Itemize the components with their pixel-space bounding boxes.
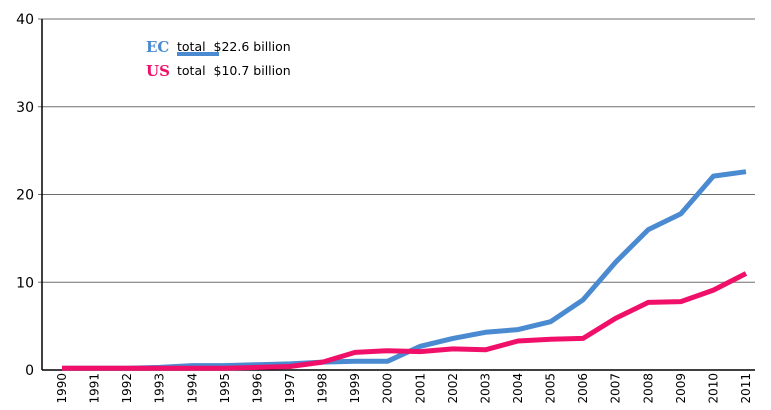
legend: EC total $22.6 billion US total $10.7 bi…	[146, 38, 291, 80]
x-tick-label: 1995	[218, 373, 232, 404]
x-tick-label: 1994	[185, 373, 199, 404]
y-tick-label: 40	[16, 12, 34, 28]
x-tick-label: 2004	[511, 373, 525, 404]
x-tick-label: 1998	[316, 373, 330, 404]
legend-key-us: US	[146, 62, 170, 80]
x-tick-label: 1993	[153, 373, 167, 404]
x-tick-label: 2007	[609, 373, 623, 404]
series-line-us	[62, 271, 748, 371]
y-axis-ticks: 0 10 20 30 40	[16, 12, 34, 379]
x-axis-ticks: 1990 1991 1992 1993 1994 1995 1996 1997 1998 1999…	[55, 373, 753, 404]
legend-key-ec: EC	[146, 38, 169, 56]
y-tick-label: 30	[16, 100, 34, 116]
x-tick-label: 1997	[283, 373, 297, 404]
x-tick-label: 2005	[544, 373, 558, 404]
series-line-ec	[62, 169, 747, 371]
series-lines	[61, 169, 748, 371]
x-tick-label: 2011	[739, 373, 753, 404]
x-tick-label: 2003	[478, 373, 492, 404]
x-tick-label: 2001	[413, 373, 427, 404]
x-tick-label: 1999	[348, 373, 362, 404]
x-tick-label: 2000	[381, 373, 395, 404]
x-tick-label: 1992	[120, 373, 134, 404]
x-tick-label: 2006	[576, 373, 590, 404]
legend-item-us: US total $10.7 billion	[146, 62, 291, 80]
y-tick-label: 0	[25, 363, 34, 379]
x-tick-label: 2008	[641, 373, 655, 404]
y-tick-label: 10	[16, 275, 34, 291]
x-tick-label: 1991	[88, 373, 102, 404]
gridlines	[38, 18, 755, 283]
legend-label-ec: total $22.6 billion	[177, 39, 291, 54]
x-tick-label: 2009	[674, 373, 688, 404]
y-tick-label: 20	[16, 188, 34, 204]
legend-item-ec: EC total $22.6 billion	[146, 38, 291, 56]
x-tick-label: 1996	[250, 373, 264, 404]
legend-label-us: total $10.7 billion	[177, 63, 291, 78]
x-tick-label: 2010	[706, 373, 720, 404]
x-tick-label: 2002	[446, 373, 460, 404]
x-tick-label: 1990	[55, 373, 69, 404]
